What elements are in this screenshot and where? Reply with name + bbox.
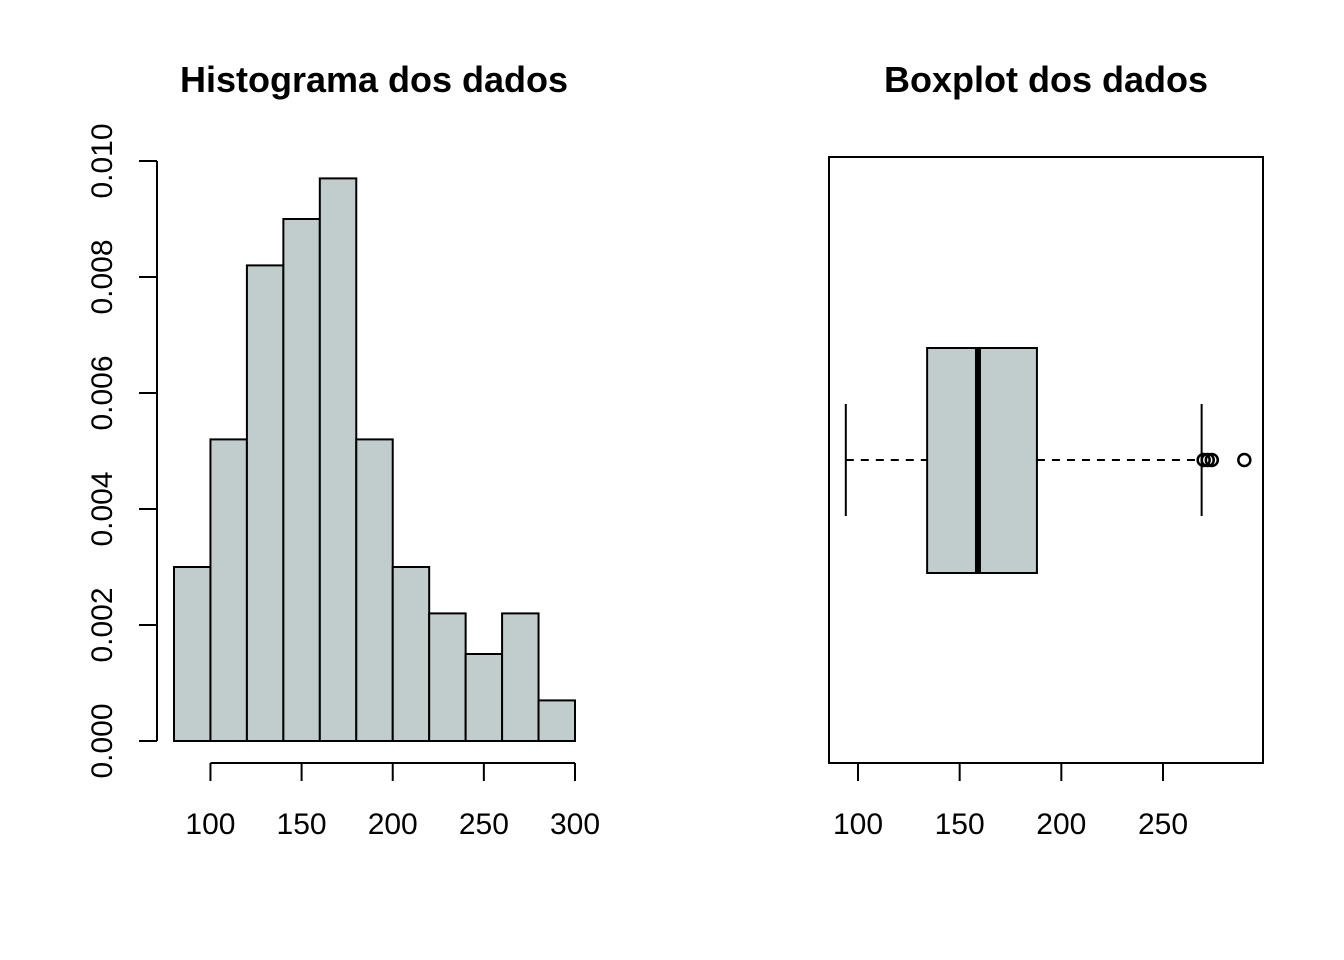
histogram-bar-10 [537,699,577,743]
histogram-panel: Histograma dos dados 0.0000.0020.0040.00… [86,59,600,841]
histogram-bar-7 [428,612,467,743]
histogram-bar-4 [318,177,358,742]
boxplot-elements [844,347,1252,574]
boxplot-x-tick-label-1: 150 [935,808,985,841]
histogram-bar-3 [282,218,321,742]
histogram-y-tick-label-3: 0.006 [86,355,119,430]
boxplot-outlier-3 [1237,452,1252,468]
boxplot-box [926,347,1038,574]
histogram-y-tick-label-4: 0.008 [86,239,119,314]
histogram-x-tick-label-0: 100 [185,808,235,841]
histogram-x-axis: 100 150 200 250 300 [185,762,600,841]
histogram-x-tick-label-3: 250 [459,808,509,841]
histogram-y-tick-label-1: 0.002 [86,587,119,662]
boxplot-x-tick-label-0: 100 [833,808,883,841]
histogram-bar-9 [501,612,540,743]
histogram-bar-1 [209,438,248,742]
histogram-y-tick-label-0: 0.000 [86,703,119,778]
boxplot-title: Boxplot dos dados [884,59,1208,100]
histogram-bar-5 [355,438,394,742]
histogram-bar-0 [173,566,212,742]
histogram-y-tick-label-5: 0.010 [86,123,119,198]
boxplot-x-tick-label-3: 250 [1138,808,1188,841]
histogram-bar-8 [464,653,504,742]
histogram-y-axis: 0.000 0.002 0.004 0.006 0.008 0.010 [86,123,158,779]
boxplot-x-tick-label-2: 200 [1036,808,1086,841]
boxplot-outlier-2 [1204,452,1220,468]
boxplot-x-axis: 100 150 200 250 [833,762,1188,841]
histogram-y-tick-label-2: 0.004 [86,471,119,546]
histogram-x-tick-label-2: 200 [368,808,418,841]
histogram-x-tick-label-4: 300 [550,808,600,841]
histogram-title: Histograma dos dados [180,59,568,100]
histogram-x-tick-label-1: 150 [277,808,327,841]
histogram-bar-2 [245,264,285,742]
boxplot-panel: Boxplot dos dados 100 150 200 250 [828,59,1264,841]
histogram-bars [173,177,577,743]
histogram-bar-6 [391,566,431,742]
